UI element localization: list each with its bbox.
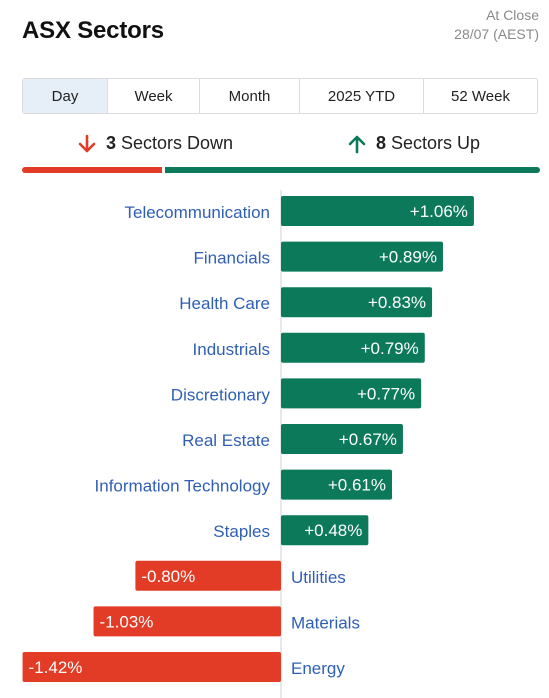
bar-information-technology[interactable]	[281, 469, 393, 500]
bar-industrials[interactable]	[281, 332, 425, 363]
bar-value-label: +0.89%	[379, 248, 437, 267]
bar-discretionary[interactable]	[281, 378, 422, 409]
tab-week[interactable]: Week	[108, 79, 200, 113]
bar-value-label: -1.03%	[100, 612, 154, 631]
sectors-down-label: Sectors Down	[121, 133, 234, 153]
sectors-down-summary: 3 Sectors Down	[78, 133, 233, 154]
bar-value-label: -0.80%	[141, 567, 195, 586]
sector-bar-chart: +1.06% Telecommunication +0.89% Financials +…	[22, 190, 474, 698]
bar-real-estate[interactable]	[281, 424, 403, 454]
tab-2025-ytd[interactable]: 2025 YTD	[300, 79, 424, 113]
tab-52-week[interactable]: 52 Week	[451, 87, 510, 105]
bar-value-label: +0.67%	[339, 430, 397, 449]
close-status: At Close	[486, 7, 539, 23]
bar-value-label: +0.83%	[368, 293, 426, 312]
sectors-down-segment	[22, 167, 163, 173]
category-label: Materials	[291, 613, 360, 632]
sectors-up-summary: 8 Sectors Up	[348, 133, 480, 154]
category-label: Health Care	[179, 294, 270, 313]
category-label: Discretionary	[171, 385, 271, 404]
bar-materials[interactable]	[93, 606, 281, 637]
category-label: Telecommunication	[124, 203, 270, 222]
bar-value-label: +0.77%	[357, 384, 415, 403]
category-label: Financials	[193, 249, 270, 268]
bar-financials[interactable]	[281, 241, 443, 272]
tab-day[interactable]: Day	[23, 79, 108, 113]
category-label: Information Technology	[95, 477, 271, 496]
bar-energy[interactable]	[22, 652, 282, 682]
bar-staples[interactable]	[281, 515, 369, 546]
sectors-down-count: 3	[106, 133, 117, 153]
tab-month[interactable]: Month	[200, 79, 300, 113]
close-date: 28/07 (AEST)	[454, 26, 539, 42]
category-label: Industrials	[193, 340, 270, 359]
bar-health-care[interactable]	[281, 287, 433, 318]
close-info: At Close 28/07 (AEST)	[454, 6, 539, 44]
bar-utilities[interactable]	[135, 560, 281, 591]
sectors-up-label: Sectors Up	[391, 133, 481, 153]
arrow-up-icon	[348, 134, 366, 154]
category-label: Utilities	[291, 568, 346, 587]
page-title: ASX Sectors	[22, 17, 164, 44]
sectors-up-count: 8	[376, 133, 387, 153]
bar-value-label: -1.42%	[29, 658, 83, 677]
category-label: Real Estate	[182, 431, 270, 450]
category-label: Staples	[213, 522, 270, 541]
period-tabs: Day Week Month 2025 YTD 52 Week	[22, 78, 538, 114]
sectors-progress-bar	[22, 167, 540, 173]
bar-value-label: +1.06%	[410, 202, 468, 221]
bar-value-label: +0.48%	[304, 521, 362, 540]
bar-value-label: +0.79%	[361, 339, 419, 358]
bar-value-label: +0.61%	[328, 476, 386, 495]
arrow-down-icon	[78, 134, 96, 154]
sectors-up-segment	[165, 167, 540, 173]
bar-telecommunication[interactable]	[281, 196, 474, 226]
category-label: Energy	[291, 659, 345, 678]
